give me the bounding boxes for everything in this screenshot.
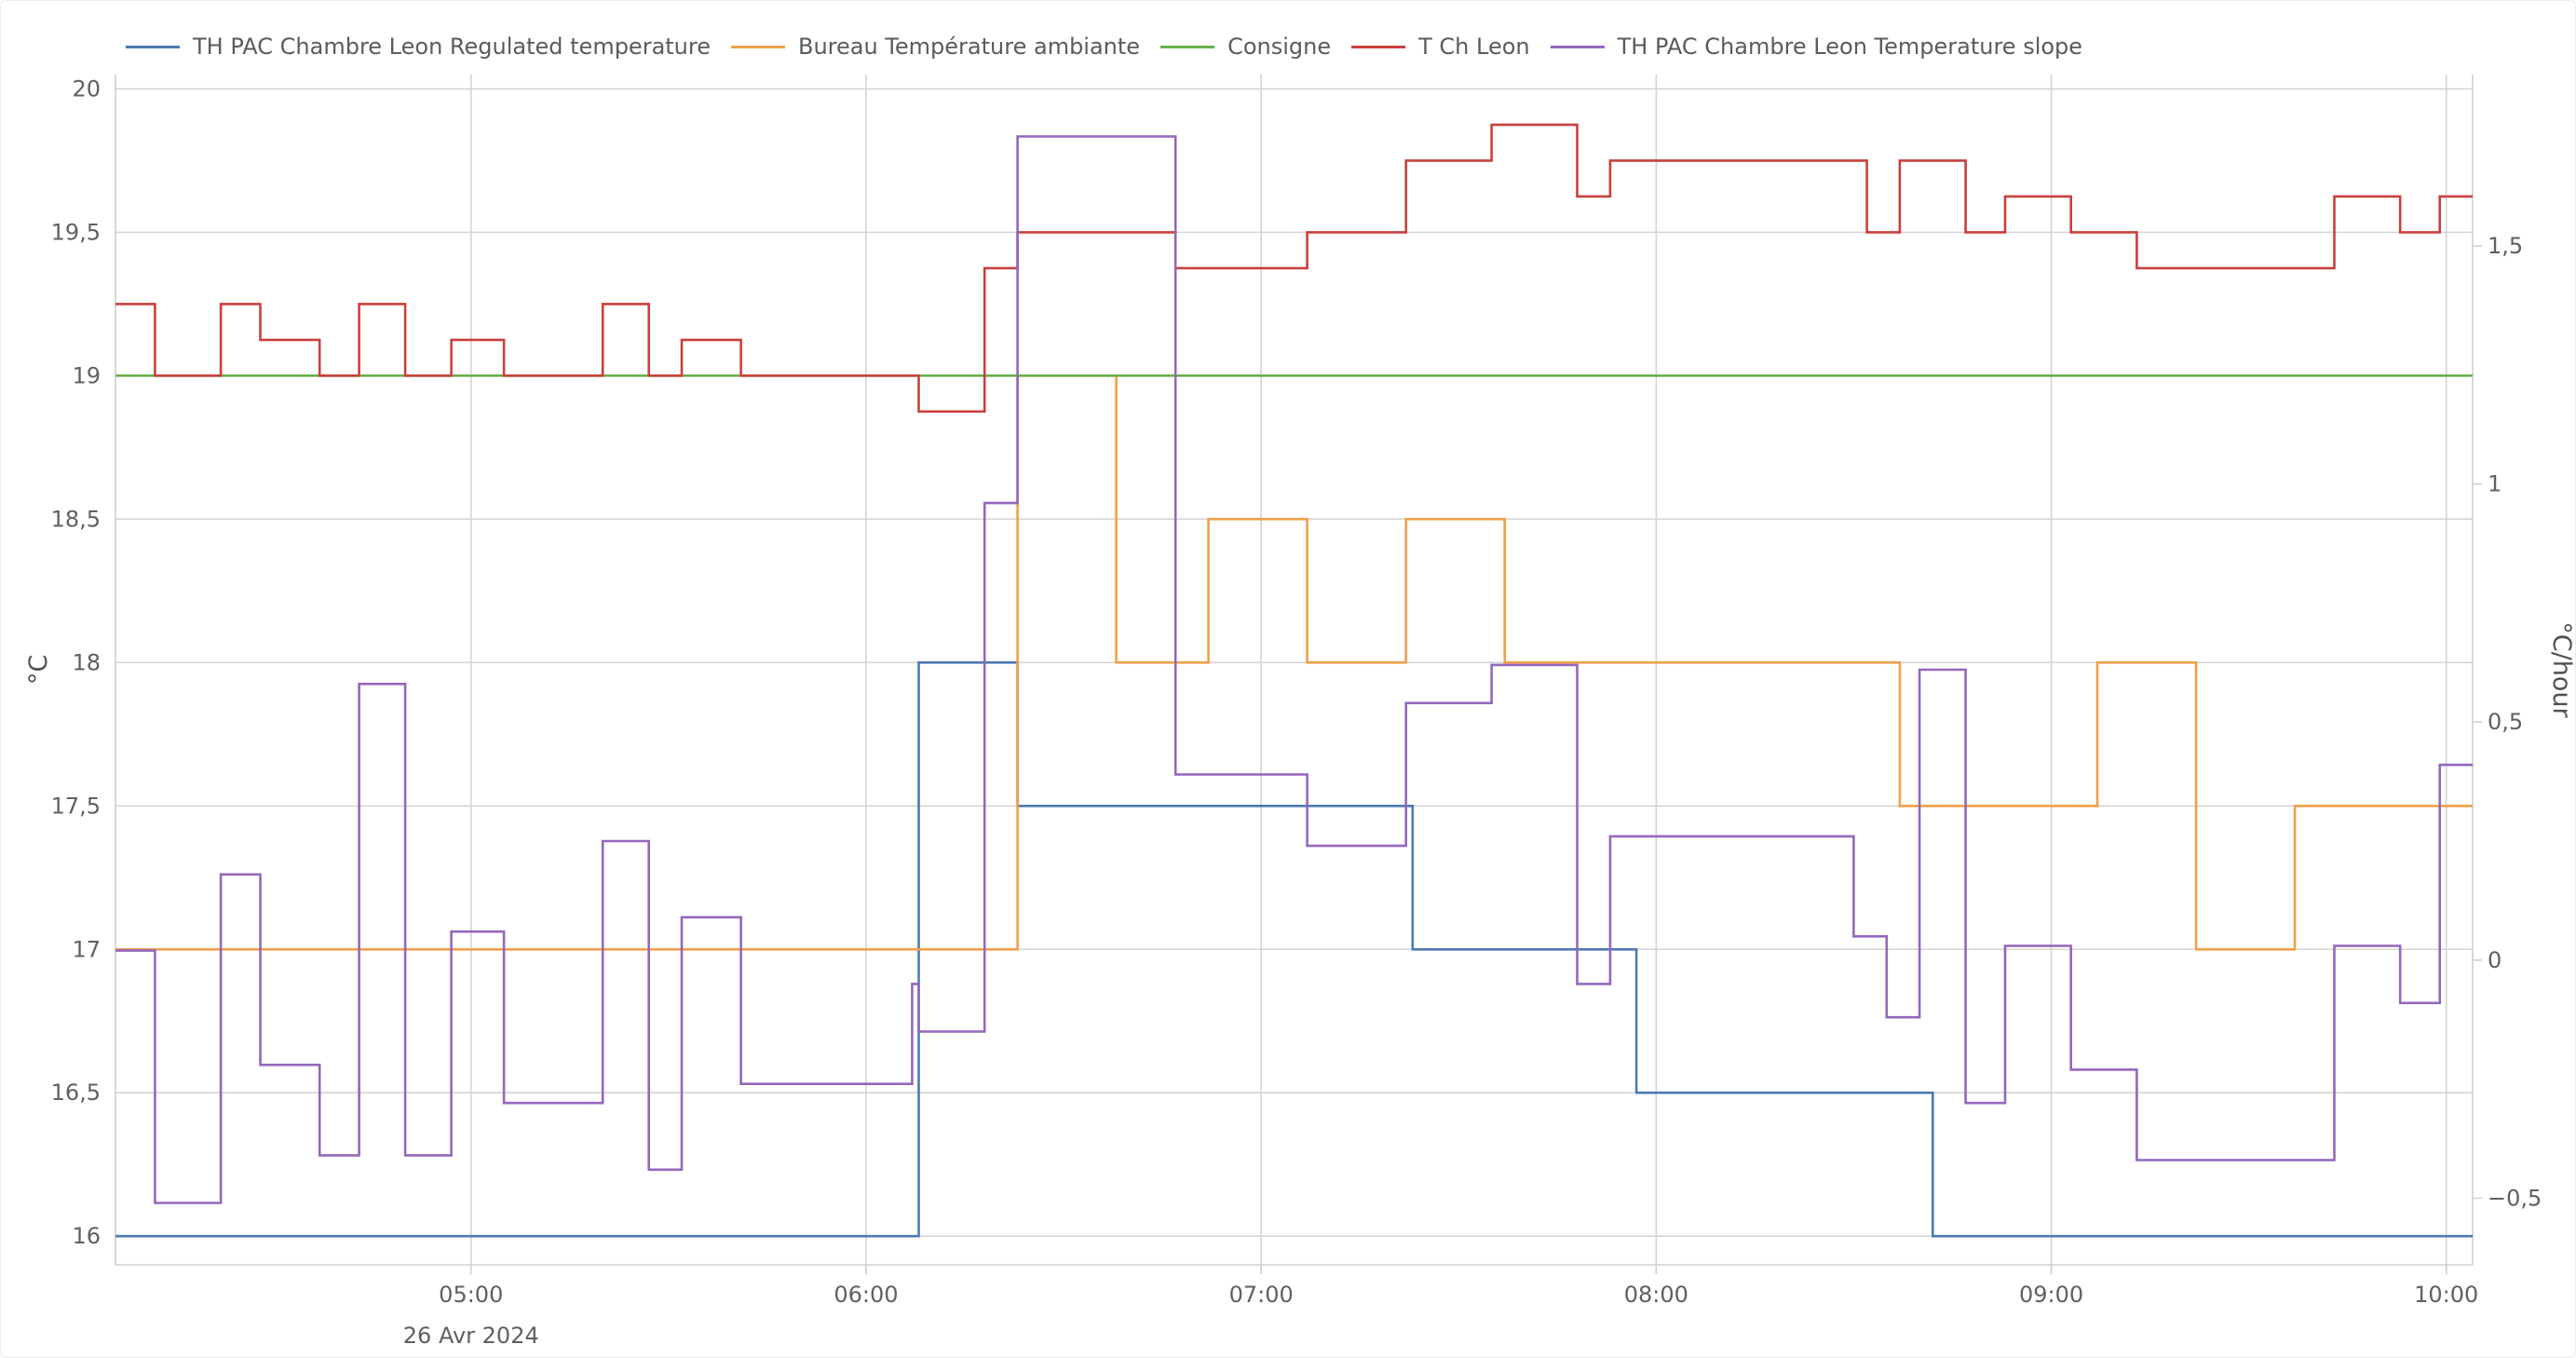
series-line-4 (115, 135, 2473, 1204)
x-tick-label: 07:00 (1229, 1282, 1294, 1308)
legend-swatch (731, 45, 785, 48)
y-left-tick-label: 20 (72, 75, 101, 102)
x-tick-label: 08:00 (1624, 1282, 1688, 1308)
legend-item-consigne[interactable]: Consigne (1160, 34, 1331, 60)
legend-swatch (1550, 45, 1605, 48)
legend-item-t-ch-leon[interactable]: T Ch Leon (1351, 34, 1530, 60)
y-left-tick-label: 18 (72, 649, 101, 675)
legend-label: T Ch Leon (1418, 34, 1530, 60)
y-left-tick-label: 17 (72, 936, 101, 962)
y-right-tick-label: −0,5 (2488, 1185, 2542, 1211)
legend-item-bureau-temperature[interactable]: Bureau Température ambiante (731, 34, 1140, 60)
y-right-tick-label: 0 (2488, 947, 2501, 973)
y-left-tick-label: 16 (72, 1223, 101, 1249)
y-left-axis-title: °C (24, 655, 53, 685)
y-left-tick-label: 17,5 (51, 793, 101, 819)
legend-item-temperature-slope[interactable]: TH PAC Chambre Leon Temperature slope (1550, 34, 2083, 60)
series-layer (115, 123, 2473, 1238)
y-left-tick-label: 19 (72, 362, 101, 388)
legend-swatch (1351, 45, 1406, 48)
axis-layer: °C °C/hour 26 Avr 2024 16 16,5 17 17,5 18 18,… (24, 75, 2576, 1349)
legend-item-regulated-temperature[interactable]: TH PAC Chambre Leon Regulated temperatur… (126, 34, 711, 60)
x-tick-label: 06:00 (834, 1282, 898, 1308)
x-tick-label: 09:00 (2019, 1282, 2083, 1308)
series-line-1 (115, 374, 2473, 951)
x-tick-label: 05:00 (439, 1282, 503, 1308)
grid-layer (115, 75, 2482, 1274)
y-right-axis-title: °C/hour (2547, 621, 2576, 718)
y-left-tick-label: 18,5 (51, 506, 101, 532)
y-right-tick-label: 1 (2488, 471, 2501, 497)
x-tick-label: 10:00 (2414, 1282, 2478, 1308)
y-left-tick-label: 19,5 (51, 219, 101, 245)
y-right-tick-label: 1,5 (2488, 233, 2523, 259)
legend-swatch (126, 45, 180, 48)
legend-label: Consigne (1227, 34, 1332, 60)
series-line-3 (115, 123, 2473, 414)
y-left-tick-label: 16,5 (51, 1080, 101, 1106)
series-line-0 (115, 661, 2473, 1238)
legend-label: Bureau Température ambiante (798, 34, 1141, 60)
chart-legend: TH PAC Chambre Leon Regulated temperatur… (126, 30, 2103, 63)
x-axis-date-label: 26 Avr 2024 (403, 1323, 539, 1349)
legend-swatch (1160, 45, 1215, 48)
y-right-tick-label: 0,5 (2488, 709, 2523, 735)
legend-label: TH PAC Chambre Leon Regulated temperatur… (193, 34, 711, 60)
legend-label: TH PAC Chambre Leon Temperature slope (1617, 34, 2083, 60)
